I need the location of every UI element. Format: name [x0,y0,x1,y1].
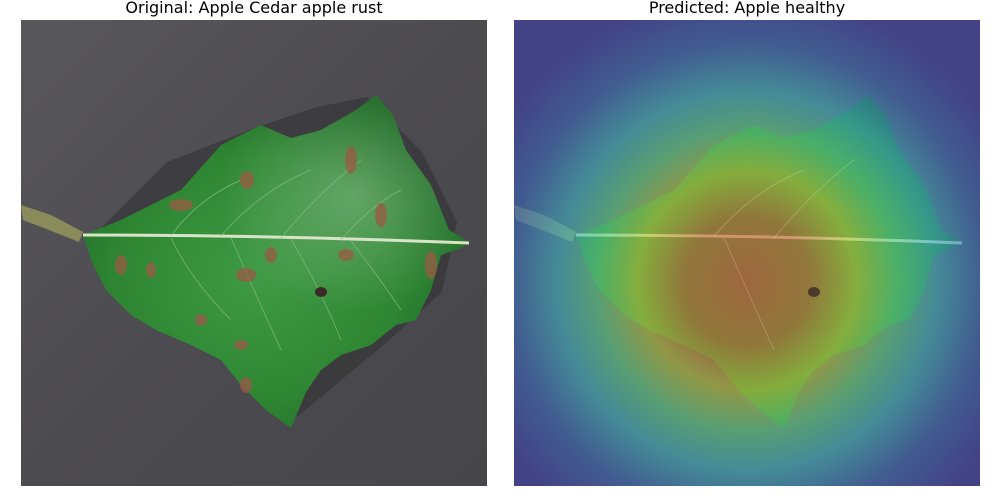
predicted-panel: Predicted: Apple healthy [514,0,980,500]
heatmap-overlay-image [514,20,980,486]
original-panel: Original: Apple Cedar apple rust [21,0,487,500]
original-title: Original: Apple Cedar apple rust [125,0,383,17]
original-leaf-image [21,20,487,486]
predicted-title: Predicted: Apple healthy [648,0,846,17]
